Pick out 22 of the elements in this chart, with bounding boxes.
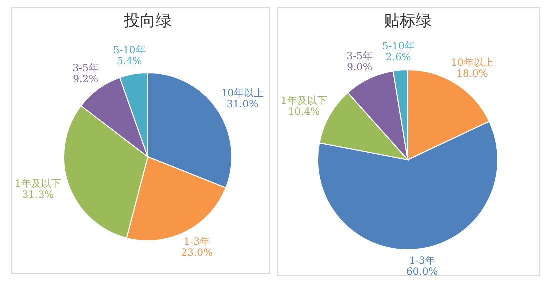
chart-title: 贴标绿 (384, 11, 432, 30)
data-label: 23.0% (181, 248, 213, 260)
slice-label: 5-10年 (113, 44, 146, 56)
slice-label: 10年以上 (451, 56, 494, 69)
data-label: 31.3% (22, 190, 54, 202)
data-label: 2.6% (386, 52, 412, 64)
data-label: 9.0% (347, 62, 373, 74)
data-label: 10.4% (288, 106, 320, 118)
slice-label: 1-3年 (409, 255, 436, 268)
slice-label: 5-10年 (382, 40, 415, 52)
slice-label: 3-5年 (72, 62, 99, 75)
slice-label: 1年及以下 (15, 178, 62, 190)
slice-label: 3-5年 (346, 50, 373, 63)
chart-title: 投向绿 (123, 11, 172, 30)
data-label: 5.4% (116, 56, 142, 68)
slice-label: 10年以上 (221, 88, 264, 100)
data-label: 18.0% (456, 68, 488, 80)
slice-label: 1年及以下 (281, 94, 328, 107)
data-label: 31.0% (226, 100, 259, 111)
data-label: 60.0% (406, 267, 438, 278)
slice-label: 1-3年 (184, 236, 210, 248)
data-label: 9.2% (73, 74, 99, 86)
